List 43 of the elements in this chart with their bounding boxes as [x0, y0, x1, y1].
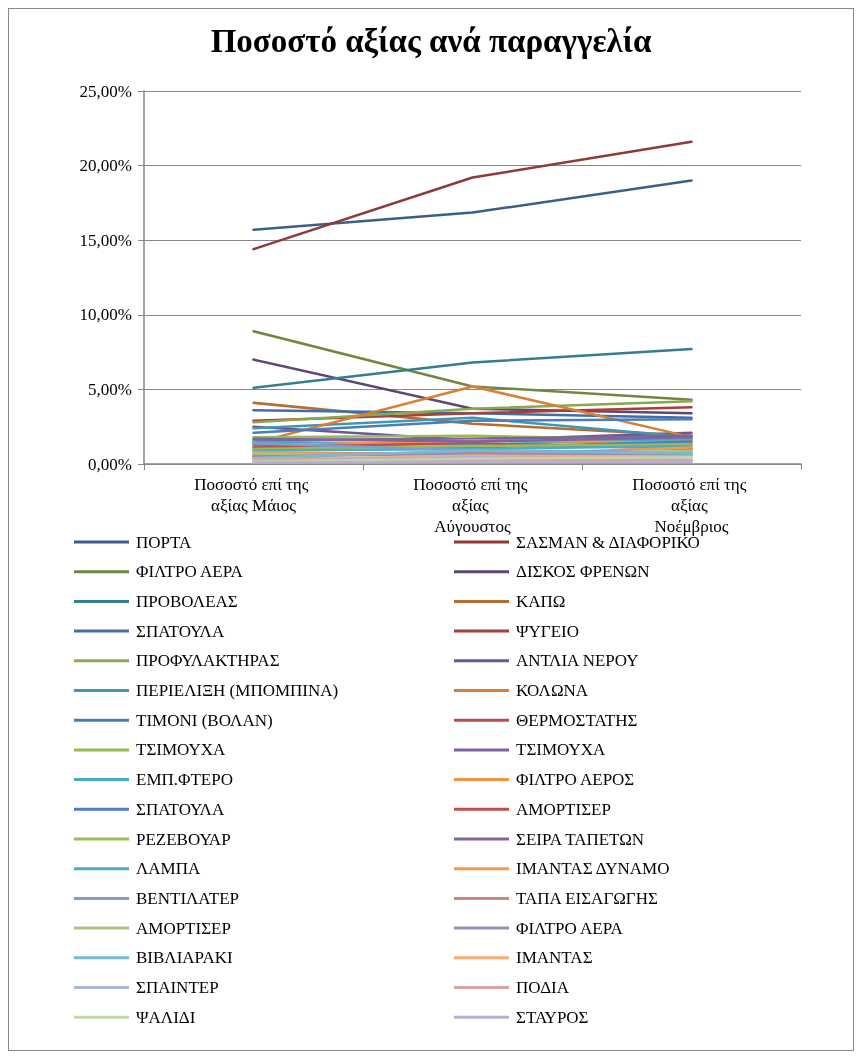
legend-label: ΘΕΡΜΟΣΤΑΤΗΣ [516, 710, 638, 730]
legend-label: ΠΡΟΒΟΛΕΑΣ [136, 591, 238, 611]
y-tick-label: 10,00% [79, 305, 132, 325]
y-tick-label: 25,00% [79, 81, 132, 101]
legend-label: ΒΕΝΤΙΛΑΤΕΡ [136, 888, 240, 908]
x-tick-label: Ποσοστό επί της αξίας Νοέμβριος [632, 475, 751, 536]
x-tick-label: Ποσοστό επί της αξίας Αύγουστος [413, 475, 532, 536]
legend-label: ΠΟΡΤΑ [136, 532, 193, 552]
legend-label: ΣΠΑΤΟΥΛΑ [136, 621, 225, 641]
legend-label: ΤΑΠΑ ΕΙΣΑΓΩΓΗΣ [516, 888, 658, 908]
legend-label: ΨΑΛΙΔΙ [136, 1007, 196, 1027]
legend-label: ΦΙΛΤΡΟ ΑΕΡΑ [136, 562, 244, 582]
legend-label: ΔΙΣΚΟΣ ΦΡΕΝΩΝ [516, 562, 650, 582]
legend-label: ΑΝΤΛΙΑ ΝΕΡΟΥ [516, 651, 639, 671]
y-tick-label: 5,00% [88, 379, 132, 399]
x-tick-label: Ποσοστό επί της αξίας Μάιος [194, 475, 313, 515]
legend-label: ΚΟΛΩΝΑ [516, 681, 589, 700]
legend-label: ΣΤΑΥΡΟΣ [516, 1007, 589, 1027]
legend-label: ΙΜΑΝΤΑΣ ΔΥΝΑΜΟ [516, 859, 670, 879]
legend-label: ΡΕΖΕΒΟΥΑΡ [136, 829, 231, 849]
chart-title: Ποσοστό αξίας ανά παραγγελία [210, 22, 652, 59]
legend-label: ΤΣΙΜΟΥΧΑ [516, 740, 607, 760]
legend-label: ΕΜΠ.ΦΤΕΡΟ [136, 770, 233, 790]
legend-label: ΚΑΠΩ [516, 591, 566, 611]
legend-label: ΣΠΑΤΟΥΛΑ [136, 799, 225, 819]
y-tick-label: 15,00% [79, 230, 132, 250]
legend-label: ΑΜΟΡΤΙΣΕΡ [136, 918, 231, 938]
legend-label: ΛΑΜΠΑ [136, 859, 201, 879]
legend-label: ΨΥΓΕΙΟ [516, 621, 579, 641]
legend-label: ΑΜΟΡΤΙΣΕΡ [516, 799, 611, 819]
legend-label: ΠΟΔΙΑ [516, 978, 570, 997]
legend-label: ΣΠΑΙΝΤΕΡ [136, 978, 219, 997]
legend-label: ΦΙΛΤΡΟ ΑΕΡΑ [516, 918, 624, 938]
legend-label: ΒΙΒΛΙΑΡΑΚΙ [136, 948, 234, 968]
legend-label: ΣΕΙΡΑ ΤΑΠΕΤΩΝ [516, 829, 645, 849]
legend-label: ΤΙΜΟΝΙ (ΒΟΛΑΝ) [136, 710, 273, 730]
legend-label: ΠΕΡΙΕΛΙΞΗ (ΜΠΟΜΠΙΝΑ) [136, 681, 339, 700]
y-tick-label: 0,00% [88, 454, 132, 474]
legend-label: ΠΡΟΦΥΛΑΚΤΗΡΑΣ [136, 651, 280, 671]
legend-label: ΤΣΙΜΟΥΧΑ [136, 740, 227, 760]
y-tick-label: 20,00% [79, 156, 132, 176]
legend-label: ΦΙΛΤΡΟ ΑΕΡΟΣ [516, 770, 635, 790]
legend-label: ΙΜΑΝΤΑΣ [516, 948, 593, 968]
